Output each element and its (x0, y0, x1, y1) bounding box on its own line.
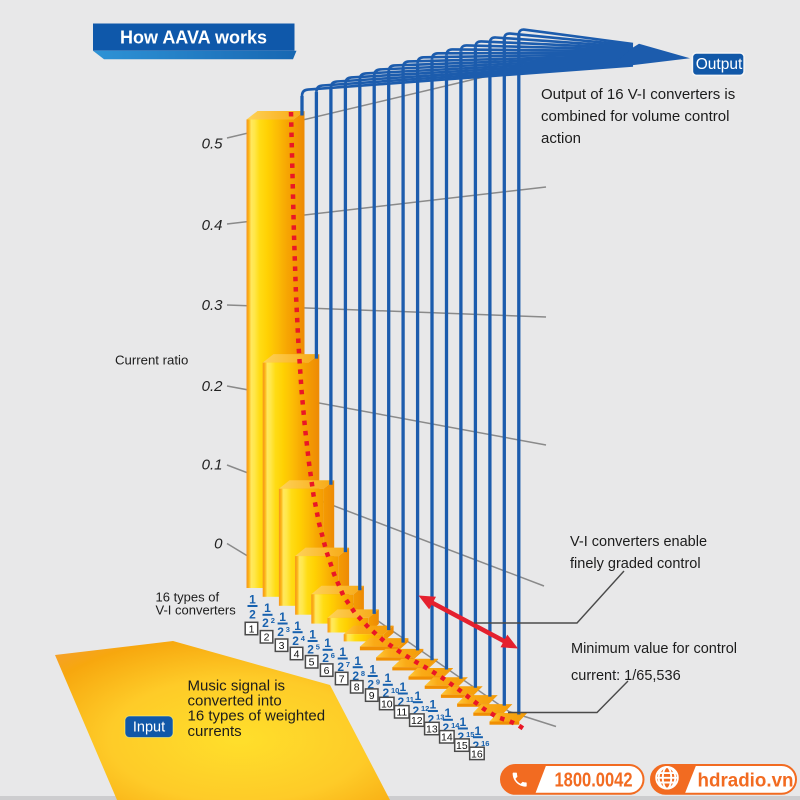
svg-text:12: 12 (421, 704, 429, 713)
svg-text:How AAVA works: How AAVA works (120, 28, 267, 48)
svg-text:16 types of: 16 types of (156, 590, 220, 605)
svg-text:2: 2 (473, 739, 480, 753)
svg-text:V-I converters enable: V-I converters enable (570, 534, 707, 550)
svg-text:1: 1 (354, 654, 361, 668)
svg-text:8: 8 (361, 669, 365, 678)
svg-text:2: 2 (352, 669, 359, 683)
svg-text:1: 1 (309, 628, 316, 642)
svg-text:2: 2 (271, 616, 275, 625)
svg-text:14: 14 (451, 721, 460, 730)
svg-text:1: 1 (339, 645, 346, 659)
svg-text:Music signal is: Music signal is (188, 678, 286, 695)
svg-text:current: 1/65,536: current: 1/65,536 (571, 668, 681, 684)
svg-text:15: 15 (466, 730, 474, 739)
svg-text:2: 2 (412, 704, 419, 718)
svg-text:4: 4 (294, 648, 300, 660)
svg-text:1: 1 (475, 724, 482, 738)
svg-text:2: 2 (249, 608, 256, 622)
svg-text:6: 6 (324, 665, 330, 677)
svg-text:1: 1 (384, 671, 391, 685)
svg-text:currents: currents (188, 723, 242, 740)
svg-text:1: 1 (399, 680, 406, 694)
svg-text:2: 2 (458, 730, 465, 744)
svg-text:2: 2 (428, 713, 435, 727)
svg-text:0.4: 0.4 (202, 217, 223, 234)
svg-text:2: 2 (443, 721, 450, 735)
svg-text:1: 1 (249, 593, 256, 607)
svg-text:finely graded control: finely graded control (570, 556, 701, 572)
svg-text:1: 1 (249, 623, 255, 635)
svg-text:13: 13 (436, 713, 444, 722)
svg-text:9: 9 (369, 690, 375, 702)
svg-text:Input: Input (133, 720, 165, 736)
svg-text:2: 2 (292, 634, 299, 648)
svg-text:1: 1 (414, 689, 421, 703)
svg-text:15: 15 (456, 740, 468, 752)
svg-text:1: 1 (279, 610, 286, 624)
svg-text:0: 0 (214, 536, 223, 553)
svg-text:16: 16 (481, 739, 489, 748)
svg-text:14: 14 (441, 732, 453, 744)
svg-text:2: 2 (262, 616, 269, 630)
svg-text:Output: Output (696, 56, 743, 73)
svg-text:1: 1 (445, 706, 452, 720)
svg-text:Current ratio: Current ratio (115, 353, 188, 368)
svg-text:Output of 16 V-I converters is: Output of 16 V-I converters is (541, 86, 735, 103)
svg-text:0.1: 0.1 (202, 457, 223, 474)
svg-text:7: 7 (346, 660, 350, 669)
svg-text:0.3: 0.3 (202, 297, 224, 314)
svg-text:12: 12 (411, 715, 423, 727)
svg-text:2: 2 (307, 643, 314, 657)
svg-text:2: 2 (382, 686, 389, 700)
svg-text:7: 7 (339, 673, 345, 685)
svg-text:3: 3 (286, 625, 290, 634)
svg-text:1: 1 (324, 636, 331, 650)
svg-text:hdradio.vn: hdradio.vn (698, 771, 794, 792)
svg-text:1: 1 (460, 715, 467, 729)
svg-text:0.2: 0.2 (202, 378, 224, 395)
svg-text:2: 2 (277, 625, 284, 639)
svg-text:1: 1 (430, 698, 437, 712)
svg-text:1: 1 (294, 619, 301, 633)
svg-text:10: 10 (391, 686, 399, 695)
svg-text:2: 2 (322, 651, 329, 665)
svg-text:converted into: converted into (188, 693, 282, 710)
svg-text:5: 5 (309, 657, 315, 669)
svg-text:1: 1 (264, 601, 271, 615)
svg-text:V-I converters: V-I converters (156, 603, 237, 618)
svg-text:Minimum value for control: Minimum value for control (571, 641, 737, 657)
svg-text:1: 1 (369, 663, 376, 677)
svg-text:11: 11 (396, 707, 407, 719)
svg-text:11: 11 (406, 695, 414, 704)
svg-text:3: 3 (279, 640, 285, 652)
svg-text:2: 2 (367, 678, 374, 692)
svg-text:0.5: 0.5 (202, 136, 224, 153)
svg-text:combined for volume control: combined for volume control (541, 108, 729, 125)
svg-text:2: 2 (337, 660, 344, 674)
svg-text:16 types of weighted: 16 types of weighted (188, 708, 326, 725)
svg-text:4: 4 (301, 634, 306, 643)
svg-text:8: 8 (354, 682, 360, 694)
svg-text:6: 6 (331, 651, 335, 660)
svg-text:5: 5 (316, 643, 320, 652)
svg-text:2: 2 (264, 632, 270, 644)
svg-text:16: 16 (471, 748, 483, 760)
svg-text:2: 2 (397, 695, 404, 709)
svg-text:10: 10 (381, 698, 393, 710)
svg-text:13: 13 (426, 723, 438, 735)
svg-text:action: action (541, 130, 581, 147)
svg-text:1800.0042: 1800.0042 (555, 770, 633, 792)
svg-text:9: 9 (376, 678, 380, 687)
